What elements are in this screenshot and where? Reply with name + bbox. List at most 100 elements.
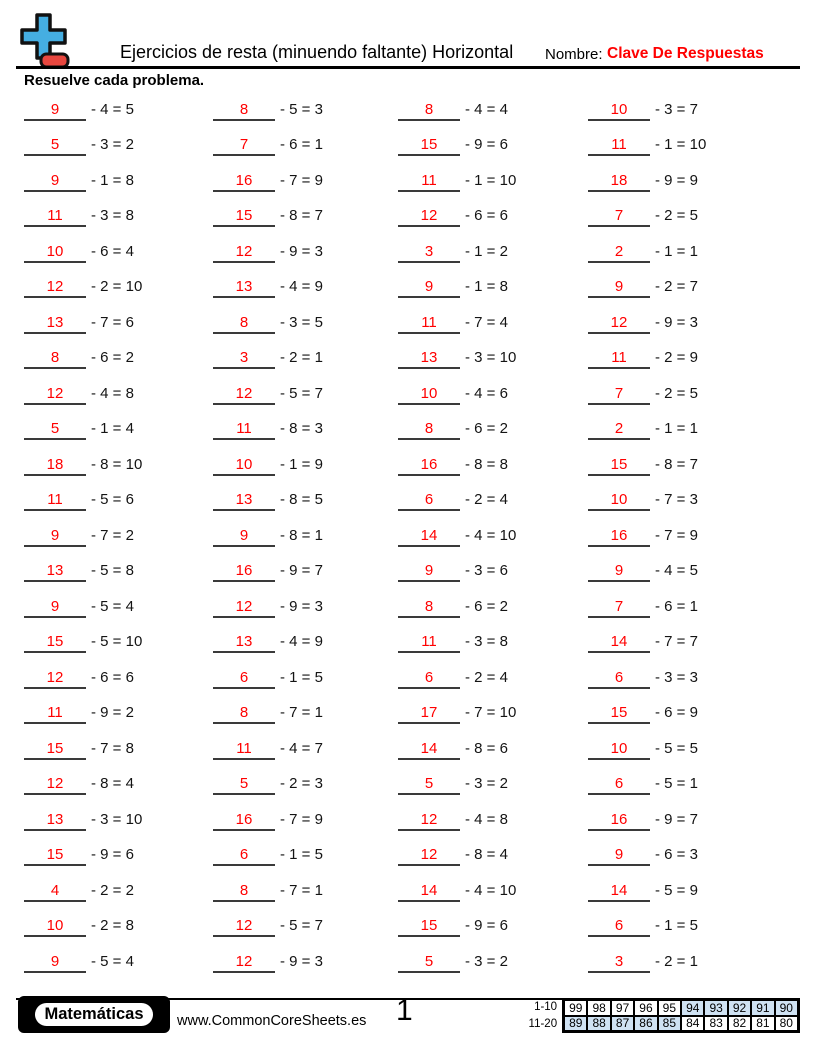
equation-text: - 6 = 6 <box>91 668 134 686</box>
problem-item: 16 - 7 = 9 <box>588 511 772 547</box>
equation-text: - 6 = 9 <box>655 704 698 721</box>
problem-item: 12 - 9 = 3 <box>213 937 397 973</box>
missing-minuend-answer: 11 <box>588 136 650 156</box>
missing-minuend-answer: 15 <box>588 456 650 476</box>
missing-minuend-answer: 16 <box>213 562 275 582</box>
score-cell: 97 <box>610 1000 635 1016</box>
equation-text: - 8 = 4 <box>465 846 508 863</box>
missing-minuend-answer: 11 <box>398 633 460 653</box>
problem-item: 16 - 8 = 8 <box>398 440 582 476</box>
missing-minuend-answer: 13 <box>24 811 86 831</box>
problem-item: 12 - 6 = 6 <box>24 653 208 689</box>
equation-text: - 2 = 5 <box>655 207 698 224</box>
problem-item: 7 - 2 = 5 <box>588 369 772 405</box>
score-cell: 94 <box>681 1000 705 1016</box>
problem-item: 12 - 4 = 8 <box>398 795 582 831</box>
missing-minuend-answer: 13 <box>398 349 460 369</box>
problems-column-1: 9 - 4 = 5 5 - 3 = 2 9 - 1 = 8 11 - 3 = 8… <box>24 85 208 973</box>
missing-minuend-answer: 7 <box>588 207 650 227</box>
missing-minuend-answer: 10 <box>24 243 86 263</box>
equation-text: - 8 = 5 <box>280 491 323 508</box>
problem-item: 15 - 7 = 8 <box>24 724 208 760</box>
problem-item: 11 - 3 = 8 <box>398 618 582 653</box>
missing-minuend-answer: 7 <box>588 598 650 618</box>
problem-item: 11 - 1 = 10 <box>398 156 582 192</box>
problem-item: 6 - 1 = 5 <box>213 653 397 689</box>
equation-text: - 7 = 2 <box>91 526 134 544</box>
problem-item: 10 - 5 = 5 <box>588 724 772 760</box>
problem-item: 3 - 1 = 2 <box>398 227 582 263</box>
equation-text: - 9 = 9 <box>655 171 698 189</box>
equation-text: - 3 = 2 <box>91 136 134 153</box>
equation-text: - 1 = 10 <box>465 171 517 189</box>
missing-minuend-answer: 12 <box>398 846 460 866</box>
problems-column-2: 8 - 5 = 3 7 - 6 = 1 16 - 7 = 9 15 - 8 = … <box>213 85 397 973</box>
equation-text: - 3 = 10 <box>465 349 517 366</box>
problem-item: 9 - 4 = 5 <box>588 547 772 582</box>
problem-item: 10 - 2 = 8 <box>24 902 208 937</box>
missing-minuend-answer: 9 <box>24 953 86 973</box>
website-url: www.CommonCoreSheets.es <box>177 1013 367 1029</box>
equation-text: - 4 = 10 <box>465 881 517 899</box>
problem-item: 15 - 9 = 6 <box>398 902 582 937</box>
problem-item: 15 - 9 = 6 <box>398 121 582 156</box>
missing-minuend-answer: 10 <box>398 385 460 405</box>
problem-item: 12 - 5 = 7 <box>213 369 397 405</box>
problem-item: 11 - 8 = 3 <box>213 405 397 440</box>
equation-text: - 8 = 7 <box>655 455 698 473</box>
score-cell: 83 <box>704 1015 728 1031</box>
equation-text: - 7 = 10 <box>465 704 517 721</box>
score-cell: 96 <box>634 1000 658 1016</box>
missing-minuend-answer: 5 <box>398 953 460 973</box>
missing-minuend-answer: 13 <box>24 562 86 582</box>
name-label: Nombre: <box>545 46 603 63</box>
equation-text: - 6 = 2 <box>91 349 134 366</box>
problem-item: 16 - 9 = 7 <box>588 795 772 831</box>
missing-minuend-answer: 11 <box>213 420 275 440</box>
score-cell: 99 <box>564 1000 588 1016</box>
missing-minuend-answer: 13 <box>213 633 275 653</box>
problem-item: 18 - 8 = 10 <box>24 440 208 476</box>
missing-minuend-answer: 13 <box>213 491 275 511</box>
problem-item: 12 - 2 = 10 <box>24 263 208 298</box>
missing-minuend-answer: 10 <box>24 917 86 937</box>
missing-minuend-answer: 11 <box>398 314 460 334</box>
problem-item: 14 - 7 = 7 <box>588 618 772 653</box>
score-cell: 93 <box>704 1000 728 1016</box>
missing-minuend-answer: 5 <box>24 136 86 156</box>
missing-minuend-answer: 8 <box>398 420 460 440</box>
missing-minuend-answer: 15 <box>398 136 460 156</box>
problem-item: 2 - 1 = 1 <box>588 405 772 440</box>
problem-item: 6 - 5 = 1 <box>588 760 772 795</box>
missing-minuend-answer: 6 <box>213 846 275 866</box>
problem-item: 18 - 9 = 9 <box>588 156 772 192</box>
equation-text: - 7 = 4 <box>465 313 508 331</box>
problem-item: 7 - 6 = 1 <box>588 582 772 618</box>
problem-item: 9 - 5 = 4 <box>24 937 208 973</box>
score-cell: 84 <box>681 1015 705 1031</box>
missing-minuend-answer: 3 <box>588 953 650 973</box>
problem-item: 8 - 6 = 2 <box>398 582 582 618</box>
equation-text: - 6 = 4 <box>91 242 134 260</box>
missing-minuend-answer: 9 <box>588 846 650 866</box>
problem-item: 11 - 7 = 4 <box>398 298 582 334</box>
equation-text: - 2 = 10 <box>91 278 143 295</box>
problem-item: 12 - 6 = 6 <box>398 192 582 227</box>
equation-text: - 3 = 6 <box>465 562 508 579</box>
missing-minuend-answer: 2 <box>588 243 650 263</box>
missing-minuend-answer: 12 <box>213 385 275 405</box>
problem-item: 8 - 7 = 1 <box>213 866 397 902</box>
equation-text: - 3 = 3 <box>655 668 698 686</box>
problem-item: 5 - 3 = 2 <box>24 121 208 156</box>
equation-text: - 2 = 1 <box>655 952 698 970</box>
problem-item: 6 - 2 = 4 <box>398 476 582 511</box>
problem-item: 9 - 3 = 6 <box>398 547 582 582</box>
equation-text: - 9 = 3 <box>280 242 323 260</box>
problem-item: 12 - 8 = 4 <box>398 831 582 866</box>
missing-minuend-answer: 18 <box>24 456 86 476</box>
equation-text: - 8 = 1 <box>280 526 323 544</box>
equation-text: - 7 = 8 <box>91 739 134 757</box>
missing-minuend-answer: 3 <box>213 349 275 369</box>
problem-item: 14 - 5 = 9 <box>588 866 772 902</box>
instructions-text: Resuelve cada problema. <box>24 72 205 89</box>
